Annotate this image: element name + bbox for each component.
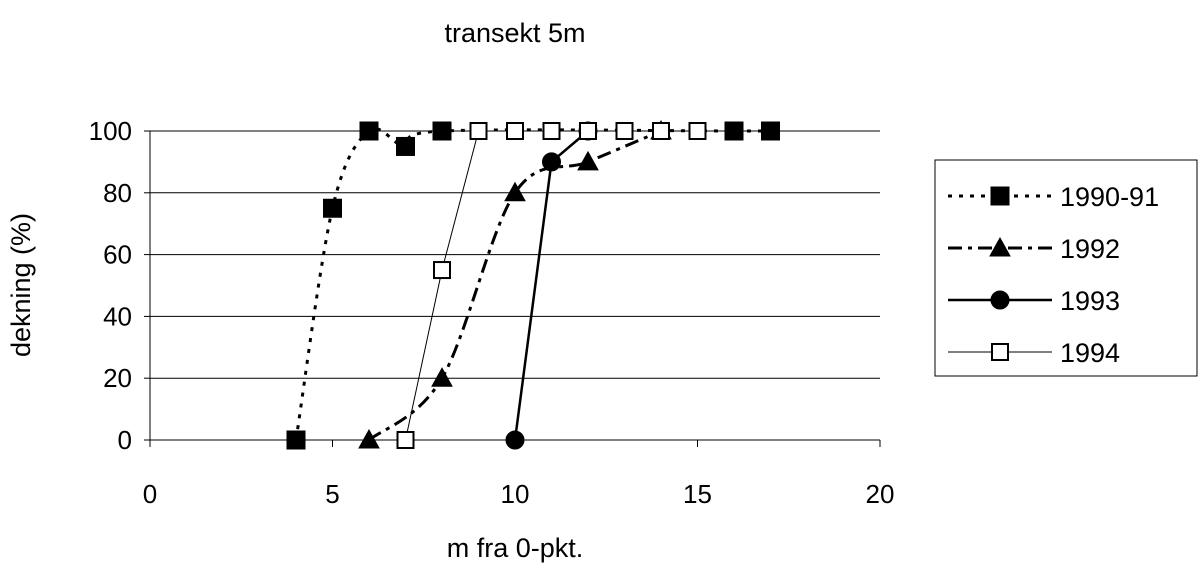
data-point [358, 428, 380, 449]
data-point [396, 431, 415, 449]
legend-box [934, 159, 1198, 377]
series-line [294, 127, 773, 441]
data-point [359, 121, 379, 141]
data-point [688, 122, 707, 140]
data-point [505, 430, 525, 450]
axes: 0 20 40 60 80 100 0 5 10 15 20 [89, 116, 895, 509]
data-point [323, 198, 342, 218]
y-tick-label: 60 [103, 240, 132, 270]
data-point [577, 150, 599, 171]
series-1990-91 [286, 121, 780, 450]
series-line [368, 129, 662, 442]
data-point [504, 181, 526, 202]
x-tick-label: 15 [683, 479, 712, 509]
legend-label: 1994 [1060, 338, 1120, 368]
data-point [286, 430, 306, 450]
x-tick-label: 10 [501, 479, 530, 509]
legend-label: 1990-91 [1060, 182, 1159, 212]
data-point [542, 122, 561, 140]
y-tick-label: 20 [103, 363, 132, 393]
data-point [724, 121, 744, 141]
data-point [542, 152, 561, 172]
series-1994 [396, 122, 707, 449]
y-axis-label: dekning (%) [6, 213, 36, 357]
chart-title: transekt 5m [444, 18, 585, 48]
series-1992 [358, 119, 672, 449]
data-point [579, 122, 597, 140]
x-tick-label: 5 [325, 479, 339, 509]
x-axis-label: m fra 0-pkt. [447, 533, 584, 563]
data-point [396, 136, 415, 156]
data-point [652, 122, 670, 140]
legend-label: 1992 [1060, 234, 1120, 264]
data-point [761, 121, 780, 141]
legend-marker [991, 343, 1009, 361]
data-point [432, 121, 452, 141]
gridlines [150, 130, 880, 379]
legend-label: 1993 [1060, 286, 1120, 316]
y-tick-label: 100 [89, 116, 132, 146]
data-point [431, 367, 453, 387]
series-1993 [505, 121, 598, 450]
series-line [405, 130, 698, 441]
data-point [469, 122, 488, 140]
y-tick-label: 80 [103, 178, 132, 208]
y-tick-label: 0 [118, 425, 132, 455]
data-point [615, 122, 634, 140]
legend-marker [989, 236, 1011, 257]
legend-marker [990, 186, 1010, 206]
legend-marker [990, 290, 1010, 310]
legend: 1990-91 1992 1993 1994 [934, 159, 1198, 377]
y-tick-label: 40 [103, 301, 132, 331]
series-line [513, 130, 589, 441]
x-tick-label: 0 [143, 479, 157, 509]
data-point [506, 122, 524, 140]
series-group [286, 119, 780, 450]
data-point [433, 261, 451, 280]
x-tick-label: 20 [866, 479, 895, 509]
